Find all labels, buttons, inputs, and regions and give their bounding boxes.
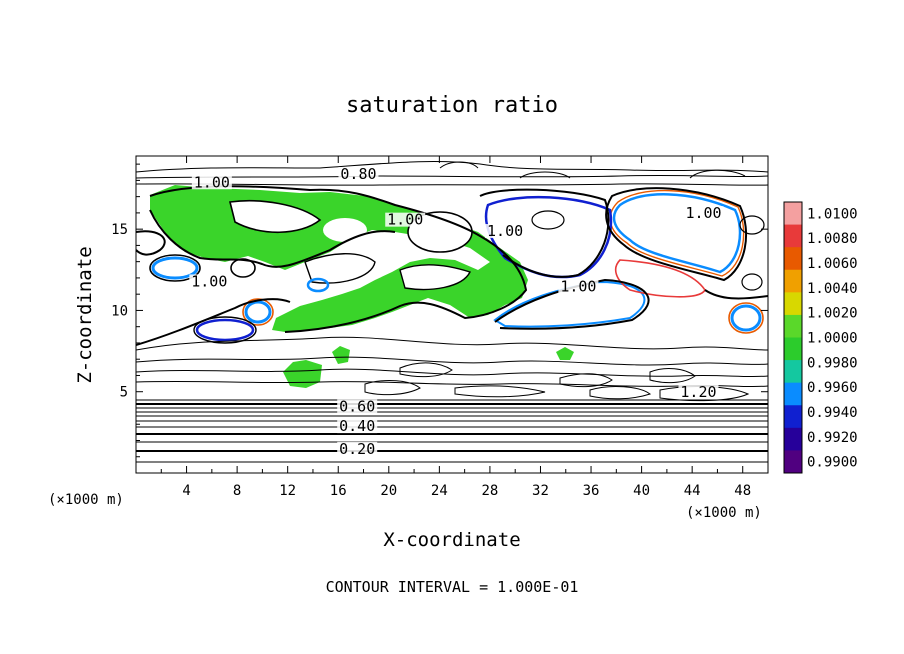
- contour-label: 1.00: [387, 211, 423, 229]
- contour-label-bg: [189, 274, 230, 289]
- colorbar-swatch: [784, 405, 802, 429]
- contour-label: 1.00: [487, 222, 523, 240]
- contour-label: 0.20: [339, 440, 375, 458]
- rim-contours: [149, 189, 765, 344]
- colorbar-tick-label: 1.0080: [807, 231, 858, 247]
- colorbar: 1.0100 1.0080 1.0060 1.0040 1.0020 1.0000 0.99…: [783, 201, 858, 474]
- colorbar-swatch: [784, 360, 802, 384]
- colorbar-swatch: [784, 224, 802, 248]
- contour-labels: 0.80 1.00 1.00 1.00 1.00 1.00 1.00 1.20 0.600.40…: [189, 165, 724, 458]
- green-region-low-3: [556, 347, 574, 360]
- x-tick-label: 20: [380, 483, 397, 499]
- green-region-low-2: [332, 346, 350, 364]
- colorbar-tick-label: 0.9980: [807, 355, 858, 371]
- contour-label-bg: [678, 384, 719, 399]
- colorbar-tick-label: 0.9960: [807, 380, 858, 396]
- colorbar-swatch: [784, 382, 802, 406]
- x-axis-label: X-coordinate: [383, 529, 520, 551]
- contour-stratified: [136, 399, 768, 463]
- colorbar-tick-label: 1.0060: [807, 256, 858, 272]
- plot-frame: [135, 155, 769, 474]
- colorbar-swatch: [784, 450, 802, 474]
- contour-label-bg: [385, 212, 426, 227]
- contour-label: 0.80: [340, 165, 376, 183]
- colorbar-swatch: [784, 337, 802, 361]
- x-tick-label: 24: [431, 483, 448, 499]
- contour-interval-note: CONTOUR INTERVAL = 1.000E-01: [326, 578, 579, 596]
- colorbar-swatch: [784, 314, 802, 338]
- y-tick-label: 15: [111, 222, 128, 238]
- y-tick-label: 10: [111, 303, 128, 319]
- x-tick-label: 8: [233, 483, 241, 499]
- x-tick-label: 12: [279, 483, 296, 499]
- contour-1-00: [136, 185, 768, 346]
- contour-label-bg: [558, 279, 599, 294]
- contour-label: 1.00: [560, 277, 596, 295]
- colorbar-swatch: [784, 427, 802, 451]
- colorbar-frame: [783, 201, 803, 474]
- x-tick-label: 36: [583, 483, 600, 499]
- x-unit-right: (×1000 m): [686, 505, 762, 521]
- colorbar-tick-label: 0.9900: [807, 455, 858, 471]
- contour-label-bg: [337, 441, 378, 456]
- x-tick-label: 4: [182, 483, 190, 499]
- x-axis: 4 8 12 16 20 24 28 32 36 40 44 48: [160, 156, 751, 499]
- contour-label-bg: [338, 167, 379, 182]
- colorbar-swatch: [784, 247, 802, 271]
- x-tick-label: 28: [481, 483, 498, 499]
- green-region-low-1: [283, 360, 322, 388]
- y-tick-label: 5: [120, 385, 128, 401]
- contour-label: 1.00: [685, 204, 721, 222]
- x-tick-label: 40: [633, 483, 650, 499]
- x-tick-label: 44: [684, 483, 701, 499]
- x-tick-label: 32: [532, 483, 549, 499]
- colorbar-swatch: [784, 202, 802, 226]
- colorbar-swatch: [784, 269, 802, 293]
- x-tick-label: 48: [734, 483, 751, 499]
- contour-label-bg: [191, 175, 232, 190]
- chart-title: saturation ratio: [346, 93, 558, 118]
- colorbar-tick-label: 1.0100: [807, 206, 858, 222]
- x-tick-label: 16: [330, 483, 347, 499]
- contour-thin: [136, 160, 768, 402]
- y-axis: 5 10 15: [111, 163, 768, 458]
- colorbar-tick-label: 1.0040: [807, 281, 858, 297]
- colorbar-tick-label: 0.9940: [807, 405, 858, 421]
- contour-label: 1.00: [194, 173, 230, 191]
- contour-label: 0.60: [339, 398, 375, 416]
- contour-label-bg: [683, 206, 724, 221]
- contour-label: 1.00: [191, 272, 227, 290]
- contour-label: 1.20: [680, 383, 716, 401]
- contour-label-bg: [337, 399, 378, 414]
- colorbar-tick-label: 0.9920: [807, 430, 858, 446]
- colorbar-tick-label: 1.0020: [807, 306, 858, 322]
- plot-area: 0.80 1.00 1.00 1.00 1.00 1.00 1.00 1.20 0.600.40…: [136, 156, 768, 473]
- contour-label-bg: [485, 224, 526, 239]
- colorbar-swatch: [784, 292, 802, 316]
- y-axis-label: Z-coordinate: [74, 246, 96, 383]
- contour-label-bg: [337, 419, 378, 434]
- contour-label: 0.40: [339, 417, 375, 435]
- colorbar-tick-label: 1.0000: [807, 331, 858, 347]
- x-unit-left: (×1000 m): [48, 492, 124, 508]
